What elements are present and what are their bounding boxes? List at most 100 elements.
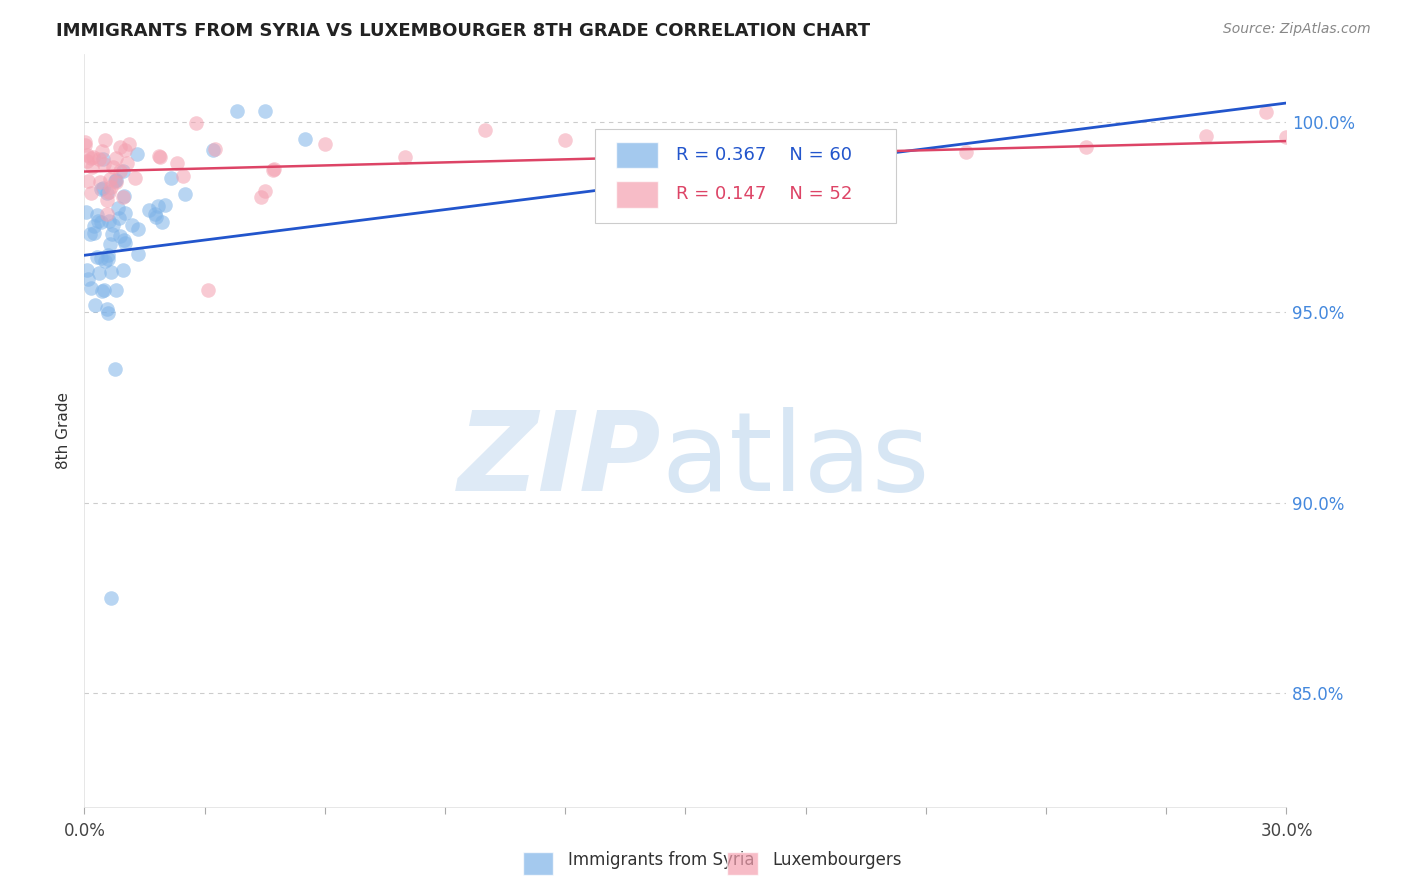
Point [76, 153, 98, 168]
Text: ZIP: ZIP [458, 407, 661, 514]
Point [155, 198, 177, 212]
Point [110, 140, 132, 154]
Text: R = 0.367    N = 60: R = 0.367 N = 60 [676, 146, 852, 164]
Point [90, 251, 112, 265]
Point [263, 161, 285, 176]
FancyBboxPatch shape [616, 142, 658, 169]
Point [76, 263, 98, 277]
Point [145, 210, 167, 224]
Point [114, 143, 136, 157]
Point [173, 186, 195, 201]
Point [91, 180, 114, 194]
Point [1076, 140, 1098, 154]
Point [93, 254, 115, 268]
Point [150, 215, 173, 229]
Y-axis label: 8th Grade: 8th Grade [56, 392, 72, 469]
Point [138, 203, 160, 218]
Point [75, 205, 97, 219]
Point [79, 186, 101, 200]
Point [112, 189, 135, 203]
Point [103, 160, 125, 174]
Point [80, 281, 103, 295]
Point [314, 136, 336, 151]
Point [93, 283, 115, 297]
Point [83, 227, 105, 241]
Point [149, 150, 172, 164]
Point [755, 145, 778, 159]
Point [105, 173, 128, 187]
Point [76, 174, 98, 188]
Point [82, 150, 104, 164]
Text: Immigrants from Syria: Immigrants from Syria [568, 851, 754, 869]
Point [112, 233, 135, 247]
Point [107, 201, 129, 215]
Point [108, 228, 131, 243]
Point [1256, 104, 1278, 119]
Point [262, 163, 284, 178]
Point [675, 150, 697, 164]
Point [104, 283, 127, 297]
Point [955, 145, 977, 159]
Point [75, 135, 97, 149]
Text: atlas: atlas [661, 407, 929, 514]
Point [100, 180, 122, 194]
Point [94, 133, 117, 147]
Point [875, 156, 897, 170]
Point [98, 214, 121, 228]
Point [112, 164, 135, 178]
Point [111, 263, 134, 277]
Point [84, 298, 107, 312]
Point [115, 155, 138, 169]
Point [104, 174, 127, 188]
Point [105, 151, 128, 165]
Point [90, 284, 112, 298]
Point [76, 272, 98, 286]
Point [1275, 129, 1298, 144]
Point [96, 186, 118, 200]
Point [204, 142, 226, 156]
Point [90, 182, 112, 196]
Point [554, 133, 576, 147]
Point [91, 144, 114, 158]
Point [394, 150, 416, 164]
Point [97, 185, 120, 199]
Point [101, 227, 124, 241]
Text: 30.0%: 30.0% [1260, 822, 1313, 840]
Point [83, 219, 105, 233]
Point [101, 218, 124, 232]
Text: IMMIGRANTS FROM SYRIA VS LUXEMBOURGER 8TH GRADE CORRELATION CHART: IMMIGRANTS FROM SYRIA VS LUXEMBOURGER 8T… [56, 22, 870, 40]
Point [89, 175, 111, 189]
Point [86, 250, 108, 264]
Point [249, 190, 271, 204]
Point [201, 143, 224, 157]
Text: 0.0%: 0.0% [63, 822, 105, 840]
Point [114, 206, 136, 220]
Point [124, 170, 146, 185]
Point [121, 218, 143, 232]
Point [118, 136, 141, 151]
FancyBboxPatch shape [727, 853, 758, 875]
Point [80, 152, 103, 166]
Point [225, 103, 247, 118]
Point [197, 283, 219, 297]
Point [1195, 128, 1218, 143]
Text: R = 0.147    N = 52: R = 0.147 N = 52 [676, 186, 852, 203]
Point [108, 163, 131, 178]
Point [90, 214, 112, 228]
Point [96, 193, 118, 207]
Point [146, 199, 169, 213]
FancyBboxPatch shape [595, 129, 896, 223]
Point [253, 103, 276, 118]
Point [96, 302, 118, 317]
Point [100, 265, 122, 279]
Point [143, 207, 166, 221]
Point [75, 138, 97, 153]
Point [97, 306, 120, 320]
Point [98, 236, 121, 251]
Point [93, 157, 115, 171]
Point [104, 362, 127, 376]
Point [474, 122, 496, 136]
Point [125, 147, 148, 161]
Point [160, 171, 183, 186]
Point [100, 591, 122, 605]
